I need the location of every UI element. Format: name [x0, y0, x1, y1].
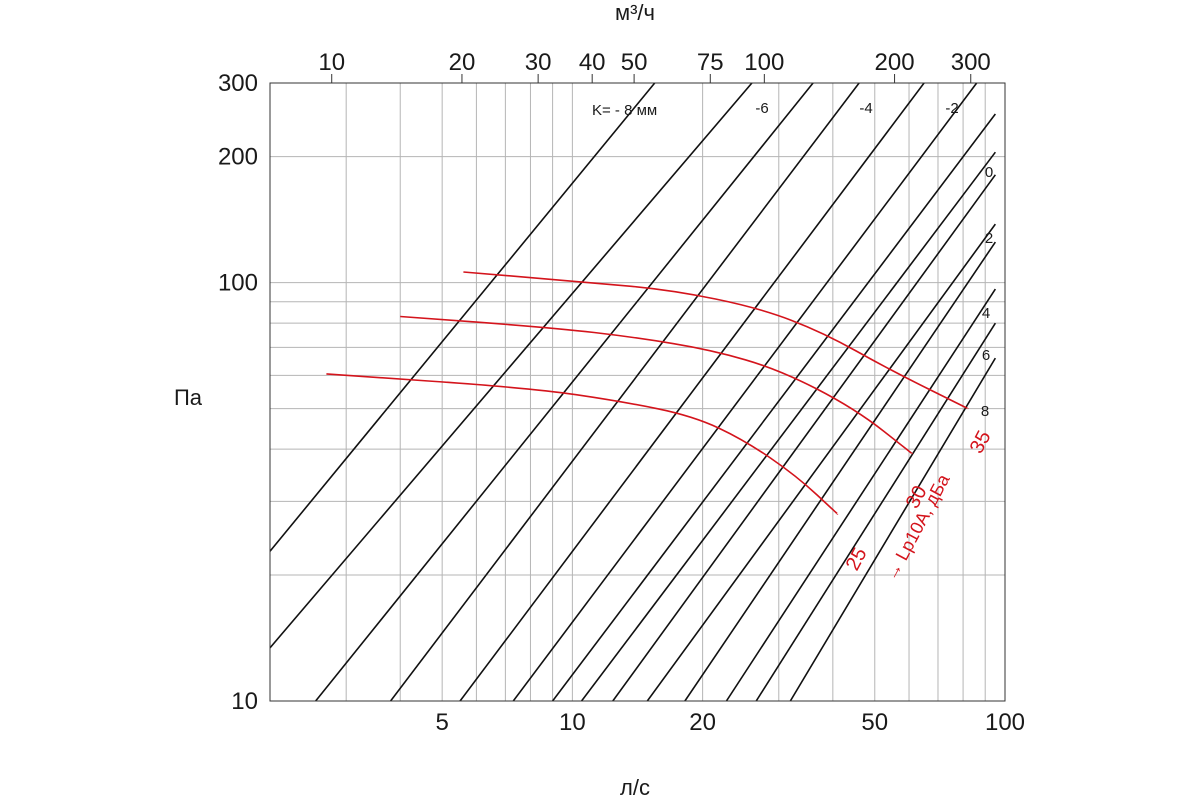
k-line: [551, 113, 997, 701]
grid: [270, 83, 1005, 701]
k-line-label: 6: [982, 347, 990, 364]
k-line: [725, 288, 997, 701]
y-tick-labels: 10 100 200 300: [218, 70, 258, 715]
k-line: [755, 322, 997, 701]
y-tick-label: 200: [218, 144, 258, 171]
x2-tick-labels: 10 20 30 40 50 75 100 200 300: [318, 49, 991, 83]
x2-tick-label: 100: [744, 49, 784, 76]
k-line-label: 4: [982, 305, 990, 322]
x2-tick-label: 75: [697, 49, 724, 76]
k-line: [580, 151, 997, 701]
x-axis-title: л/с: [620, 775, 650, 800]
noise-curves: [326, 271, 969, 515]
k-unit-label: K= - 8 мм: [592, 102, 657, 119]
x2-tick-label: 10: [318, 49, 345, 76]
x-tick-label: 5: [435, 709, 448, 736]
noise-curve: [463, 271, 969, 410]
k-line-label: 2: [985, 230, 993, 247]
plot-frame: [269, 82, 1006, 702]
k-line: [646, 223, 997, 701]
x2-tick-label: 300: [951, 49, 991, 76]
k-line: [684, 241, 997, 701]
x2-axis-title: м³/ч: [615, 0, 655, 25]
noise-curve: [400, 315, 913, 455]
x-tick-label: 20: [689, 709, 716, 736]
y-tick-label: 10: [231, 688, 258, 715]
x2-tick-label: 200: [875, 49, 915, 76]
x-tick-label: 100: [985, 709, 1025, 736]
series-label: 25: [842, 544, 872, 574]
k-line: [512, 83, 978, 701]
k-line-label: 8: [981, 403, 989, 420]
y-axis-title: Па: [174, 385, 203, 410]
k-line: [270, 83, 753, 649]
noise-curve: [326, 373, 839, 515]
x-tick-label: 50: [861, 709, 888, 736]
y-tick-label: 300: [218, 70, 258, 97]
x2-tick-label: 50: [621, 49, 648, 76]
x-tick-labels: 5 10 20 50 100: [435, 709, 1025, 736]
k-line: [315, 83, 814, 701]
series-label: 35: [966, 427, 996, 457]
k-line-label: -4: [859, 100, 872, 117]
y-tick-label: 100: [218, 270, 258, 297]
x2-tick-label: 30: [525, 49, 552, 76]
k-line-labels: -6 -4 -2 0 2 4 6 8: [755, 100, 993, 420]
x2-tick-label: 20: [449, 49, 476, 76]
k-line: [270, 83, 656, 552]
k-line: [389, 83, 860, 701]
x2-tick-label: 40: [579, 49, 606, 76]
k-line-label: -6: [755, 100, 768, 117]
k-lines: [270, 83, 997, 701]
k-line: [612, 174, 997, 701]
k-line-label: 0: [985, 164, 993, 181]
x-tick-label: 10: [559, 709, 586, 736]
k-line: [789, 357, 997, 701]
k-line: [459, 83, 925, 701]
k-line-label: -2: [945, 100, 958, 117]
